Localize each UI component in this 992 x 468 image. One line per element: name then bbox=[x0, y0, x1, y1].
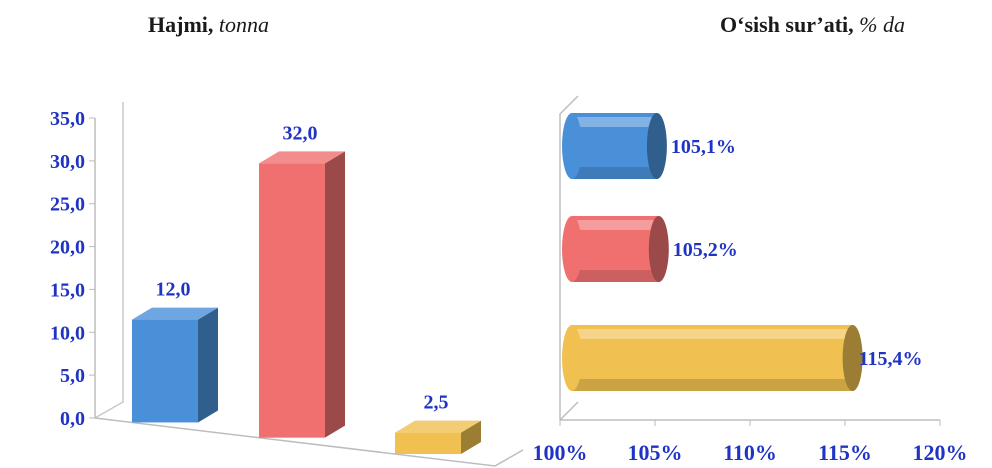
left-y-tick-label: 20,0 bbox=[50, 237, 85, 259]
left-y-tick-label: 30,0 bbox=[50, 151, 85, 173]
right-bar bbox=[562, 325, 863, 391]
left-bar-front bbox=[259, 163, 325, 438]
right-bar-end-cap bbox=[648, 216, 669, 282]
right-x-tick-label: 100% bbox=[533, 440, 588, 465]
right-bar-data-label: 115,4% bbox=[859, 348, 923, 370]
right-bar-end-cap bbox=[842, 325, 863, 391]
right-bar bbox=[562, 216, 669, 282]
right-bar-highlight bbox=[572, 329, 853, 339]
right-x-tick-label: 115% bbox=[818, 440, 872, 465]
left-bar-data-label: 2,5 bbox=[424, 392, 449, 414]
right-bar-highlight bbox=[572, 220, 659, 230]
right-wall-corner bbox=[559, 401, 579, 421]
left-bar-top bbox=[132, 307, 218, 320]
right-x-tick-label: 110% bbox=[723, 440, 777, 465]
left-y-tick-label: 35,0 bbox=[50, 108, 85, 130]
right-bar-shadow bbox=[572, 167, 657, 179]
left-bar-side bbox=[198, 307, 218, 423]
right-bar-start-cap bbox=[562, 113, 582, 179]
left-bar bbox=[259, 151, 345, 438]
left-bar bbox=[132, 307, 218, 423]
right-chart-title-text: O‘sish sur’ati, bbox=[720, 12, 854, 37]
right-bar-shadow bbox=[572, 270, 659, 282]
left-bar-side bbox=[325, 151, 345, 438]
right-bar-start-cap bbox=[562, 216, 582, 282]
left-back-wall bbox=[94, 102, 124, 419]
right-back-wall bbox=[559, 95, 579, 420]
left-bar-data-label: 12,0 bbox=[156, 279, 191, 301]
left-bar bbox=[395, 420, 481, 454]
right-bar-start-cap bbox=[562, 325, 582, 391]
left-y-tick-label: 5,0 bbox=[60, 365, 85, 387]
left-bar-front bbox=[132, 319, 198, 423]
left-y-tick-label: 25,0 bbox=[50, 194, 85, 216]
left-floor bbox=[94, 417, 524, 467]
left-chart-title-unit: tonna bbox=[218, 12, 270, 37]
left-chart-title: Hajmi, tonna bbox=[148, 12, 269, 38]
right-x-tick-label: 120% bbox=[913, 440, 968, 465]
growth-rate-bar-chart: 100% 105% 110% 115% 120% 105,1% 105,2% 115,4% bbox=[533, 95, 968, 465]
left-y-tick-label: 0,0 bbox=[60, 408, 85, 430]
left-bar-top bbox=[395, 420, 481, 433]
left-bar-data-label: 32,0 bbox=[283, 122, 318, 144]
left-bar-top bbox=[259, 151, 345, 164]
right-chart-title-unit: % da bbox=[859, 12, 905, 37]
right-bar bbox=[562, 113, 667, 179]
left-y-tick-label: 15,0 bbox=[50, 279, 85, 301]
left-bar-front bbox=[395, 432, 461, 454]
right-bar-data-label: 105,2% bbox=[673, 239, 738, 261]
right-bar-shadow bbox=[572, 379, 853, 391]
volume-bar-chart: 0,0 5,0 10,0 15,0 20,0 25,0 30,0 35,0 12,0 32,0 2,… bbox=[50, 102, 524, 467]
left-y-tick-label: 10,0 bbox=[50, 322, 85, 344]
left-chart-title-text: Hajmi, bbox=[148, 12, 214, 37]
right-chart-title: O‘sish sur’ati, % da bbox=[720, 12, 905, 38]
left-bar-side bbox=[461, 420, 481, 454]
right-x-tick-label: 105% bbox=[628, 440, 683, 465]
right-bar-end-cap bbox=[646, 113, 667, 179]
right-bar-data-label: 105,1% bbox=[671, 136, 736, 158]
right-bar-highlight bbox=[572, 117, 657, 127]
